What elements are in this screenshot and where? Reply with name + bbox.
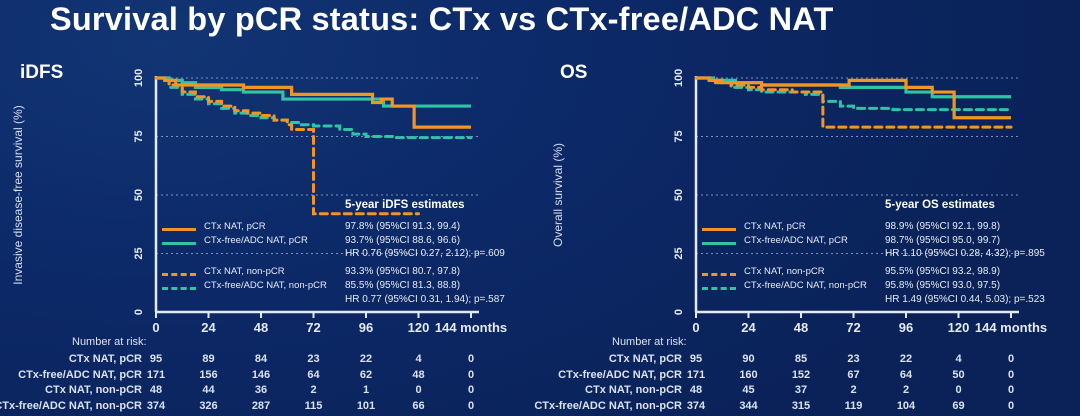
svg-text:144 months: 144 months — [435, 320, 507, 335]
svg-text:48: 48 — [794, 320, 808, 335]
svg-text:96: 96 — [359, 320, 373, 335]
svg-text:48: 48 — [254, 320, 268, 335]
svg-text:96: 96 — [899, 320, 913, 335]
svg-text:75: 75 — [133, 130, 145, 142]
svg-text:120: 120 — [408, 320, 430, 335]
svg-text:75: 75 — [673, 130, 685, 142]
svg-text:72: 72 — [846, 320, 860, 335]
svg-text:24: 24 — [201, 320, 216, 335]
svg-text:72: 72 — [306, 320, 320, 335]
svg-text:100: 100 — [133, 69, 145, 87]
svg-text:50: 50 — [673, 189, 685, 201]
svg-text:0: 0 — [152, 320, 159, 335]
svg-text:50: 50 — [133, 189, 145, 201]
svg-text:100: 100 — [673, 69, 685, 87]
svg-text:144 months: 144 months — [975, 320, 1047, 335]
svg-text:0: 0 — [692, 320, 699, 335]
svg-text:120: 120 — [948, 320, 970, 335]
svg-text:24: 24 — [741, 320, 756, 335]
